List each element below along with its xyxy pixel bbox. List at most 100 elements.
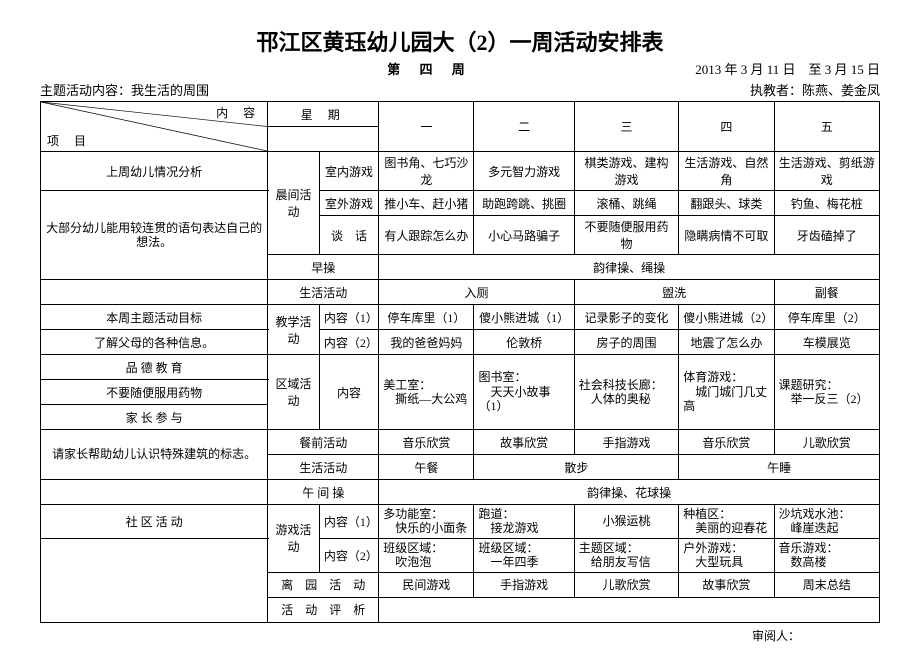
cell: 音乐游戏： 数高楼 [774,538,880,572]
cell: 傻小熊进城（1） [474,305,574,330]
cell: 儿歌欣赏 [774,430,880,455]
noon-ex-val: 韵律操、花球操 [379,480,880,505]
cell: 社会科技长廊： 人体的奥秘 [574,355,679,430]
cell: 傻小熊进城（2） [679,305,774,330]
day-2: 二 [474,102,574,152]
cell: 午睡 [679,455,880,480]
cell: 生活游戏、自然角 [679,152,774,191]
cell: 民间游戏 [379,572,474,597]
cell: 体育游戏： 城门城门几丈高 [679,355,774,430]
area-label: 区域活动 [268,355,320,430]
before-meal-label: 餐前活动 [268,430,379,455]
cell: 主题区域： 给朋友写信 [574,538,679,572]
leave-label: 离 园 活 动 [268,572,379,597]
cell: 小猴运桃 [574,505,679,539]
cell: 图书角、七巧沙龙 [379,152,474,191]
day-3: 三 [574,102,679,152]
cell: 盥洗 [574,280,774,305]
cell: 音乐欣赏 [379,430,474,455]
topic-row: 主题活动内容：我生活的周围 执教者：陈燕、姜金凤 [40,80,880,99]
cell: 钓鱼、梅花桩 [774,191,880,216]
cell: 副餐 [774,280,880,305]
early-ex-val: 韵律操、绳操 [379,255,880,280]
cell: 牙齿磕掉了 [774,216,880,255]
cell: 推小车、赶小猪 [379,191,474,216]
help-child-label: 请家长帮助幼儿认识特殊建筑的标志。 [41,430,268,480]
cell: 地震了怎么办 [679,330,774,355]
teacher-label: 执教者：陈燕、姜金凤 [750,80,880,99]
game-label: 游戏活动 [268,505,320,573]
noon-ex-label: 午 间 操 [268,480,379,505]
cell: 棋类游戏、建构游戏 [574,152,679,191]
cell: 多元智力游戏 [474,152,574,191]
reviewer-label: 审阅人： [40,627,880,644]
life-act-label: 生活活动 [268,280,379,305]
cell: 滚桶、跳绳 [574,191,679,216]
cell: 沙坑戏水池： 峰崖迭起 [774,505,880,539]
day-5: 五 [774,102,880,152]
week-goal-label: 本周主题活动目标 [41,305,268,330]
cell: 翻跟头、球类 [679,191,774,216]
content1-label: 内容（1） [319,505,378,539]
left-label: 大部分幼儿能用较连贯的语句表达自己的想法。 [41,191,268,280]
week-label: 第 四 周 [240,59,620,78]
talk-label: 谈 话 [319,216,378,255]
cell: 入厕 [379,280,575,305]
early-ex-label: 早操 [268,255,379,280]
cell: 跑道： 接龙游戏 [474,505,574,539]
cell: 记录影子的变化 [574,305,679,330]
cell: 手指游戏 [474,572,574,597]
cell: 助跑跨跳、挑圈 [474,191,574,216]
cell: 儿歌欣赏 [574,572,679,597]
header-weekday: 星 期 [268,102,379,127]
cell: 伦敦桥 [474,330,574,355]
cell: 周末总结 [774,572,880,597]
content1-label: 内容（1） [319,305,378,330]
cell: 多功能室： 快乐的小面条 [379,505,474,539]
cell: 故事欣赏 [679,572,774,597]
cell: 手指游戏 [574,430,679,455]
morning-label: 晨间活动 [268,152,320,255]
date-range: 2013 年 3 月 11 日 至 3 月 15 日 [620,59,880,78]
cell: 小心马路骗子 [474,216,574,255]
cell: 故事欣赏 [474,430,574,455]
day-4: 四 [679,102,774,152]
topic-label: 主题活动内容：我生活的周围 [40,80,209,99]
area-content-label: 内容 [319,355,378,430]
moral-label: 品 德 教 育 [41,355,268,380]
teach-label: 教学活动 [268,305,320,355]
know-parents-label: 了解父母的各种信息。 [41,330,268,355]
diagonal-header: 内 容 项 目 [41,102,268,152]
cell: 车模展览 [774,330,880,355]
cell: 停车库里（1） [379,305,474,330]
content2-label: 内容（2） [319,330,378,355]
schedule-table: 内 容 项 目 星 期 一 二 三 四 五 上周幼儿情况分析 晨间活动 室内游戏… [40,101,880,623]
subtitle-row: 第 四 周 2013 年 3 月 11 日 至 3 月 15 日 [40,59,880,78]
cell: 散步 [474,455,679,480]
header-content: 内 容 [216,104,261,121]
cell: 种植区： 美丽的迎春花 [679,505,774,539]
left-label: 上周幼儿情况分析 [41,152,268,191]
cell: 户外游戏： 大型玩具 [679,538,774,572]
parent-label: 家 长 参 与 [41,405,268,430]
day-1: 一 [379,102,474,152]
cell: 不要随便服用药物 [574,216,679,255]
header-project: 项 目 [47,132,92,149]
page-title: 邗江区黄珏幼儿园大（2）一周活动安排表 [40,25,880,57]
indoor-label: 室内游戏 [319,152,378,191]
cell: 隐瞒病情不可取 [679,216,774,255]
cell: 我的爸爸妈妈 [379,330,474,355]
cell: 有人跟踪怎么办 [379,216,474,255]
review-label: 活 动 评 析 [268,597,379,622]
no-medicine-label: 不要随便服用药物 [41,380,268,405]
cell: 班级区域： 一年四季 [474,538,574,572]
cell: 生活游戏、剪纸游戏 [774,152,880,191]
outdoor-label: 室外游戏 [319,191,378,216]
cell: 美工室： 撕纸—大公鸡 [379,355,474,430]
community-label: 社 区 活 动 [41,505,268,539]
content2-label: 内容（2） [319,538,378,572]
cell: 午餐 [379,455,474,480]
cell: 班级区域： 吹泡泡 [379,538,474,572]
cell: 图书室： 天天小故事（1） [474,355,574,430]
cell: 房子的周围 [574,330,679,355]
